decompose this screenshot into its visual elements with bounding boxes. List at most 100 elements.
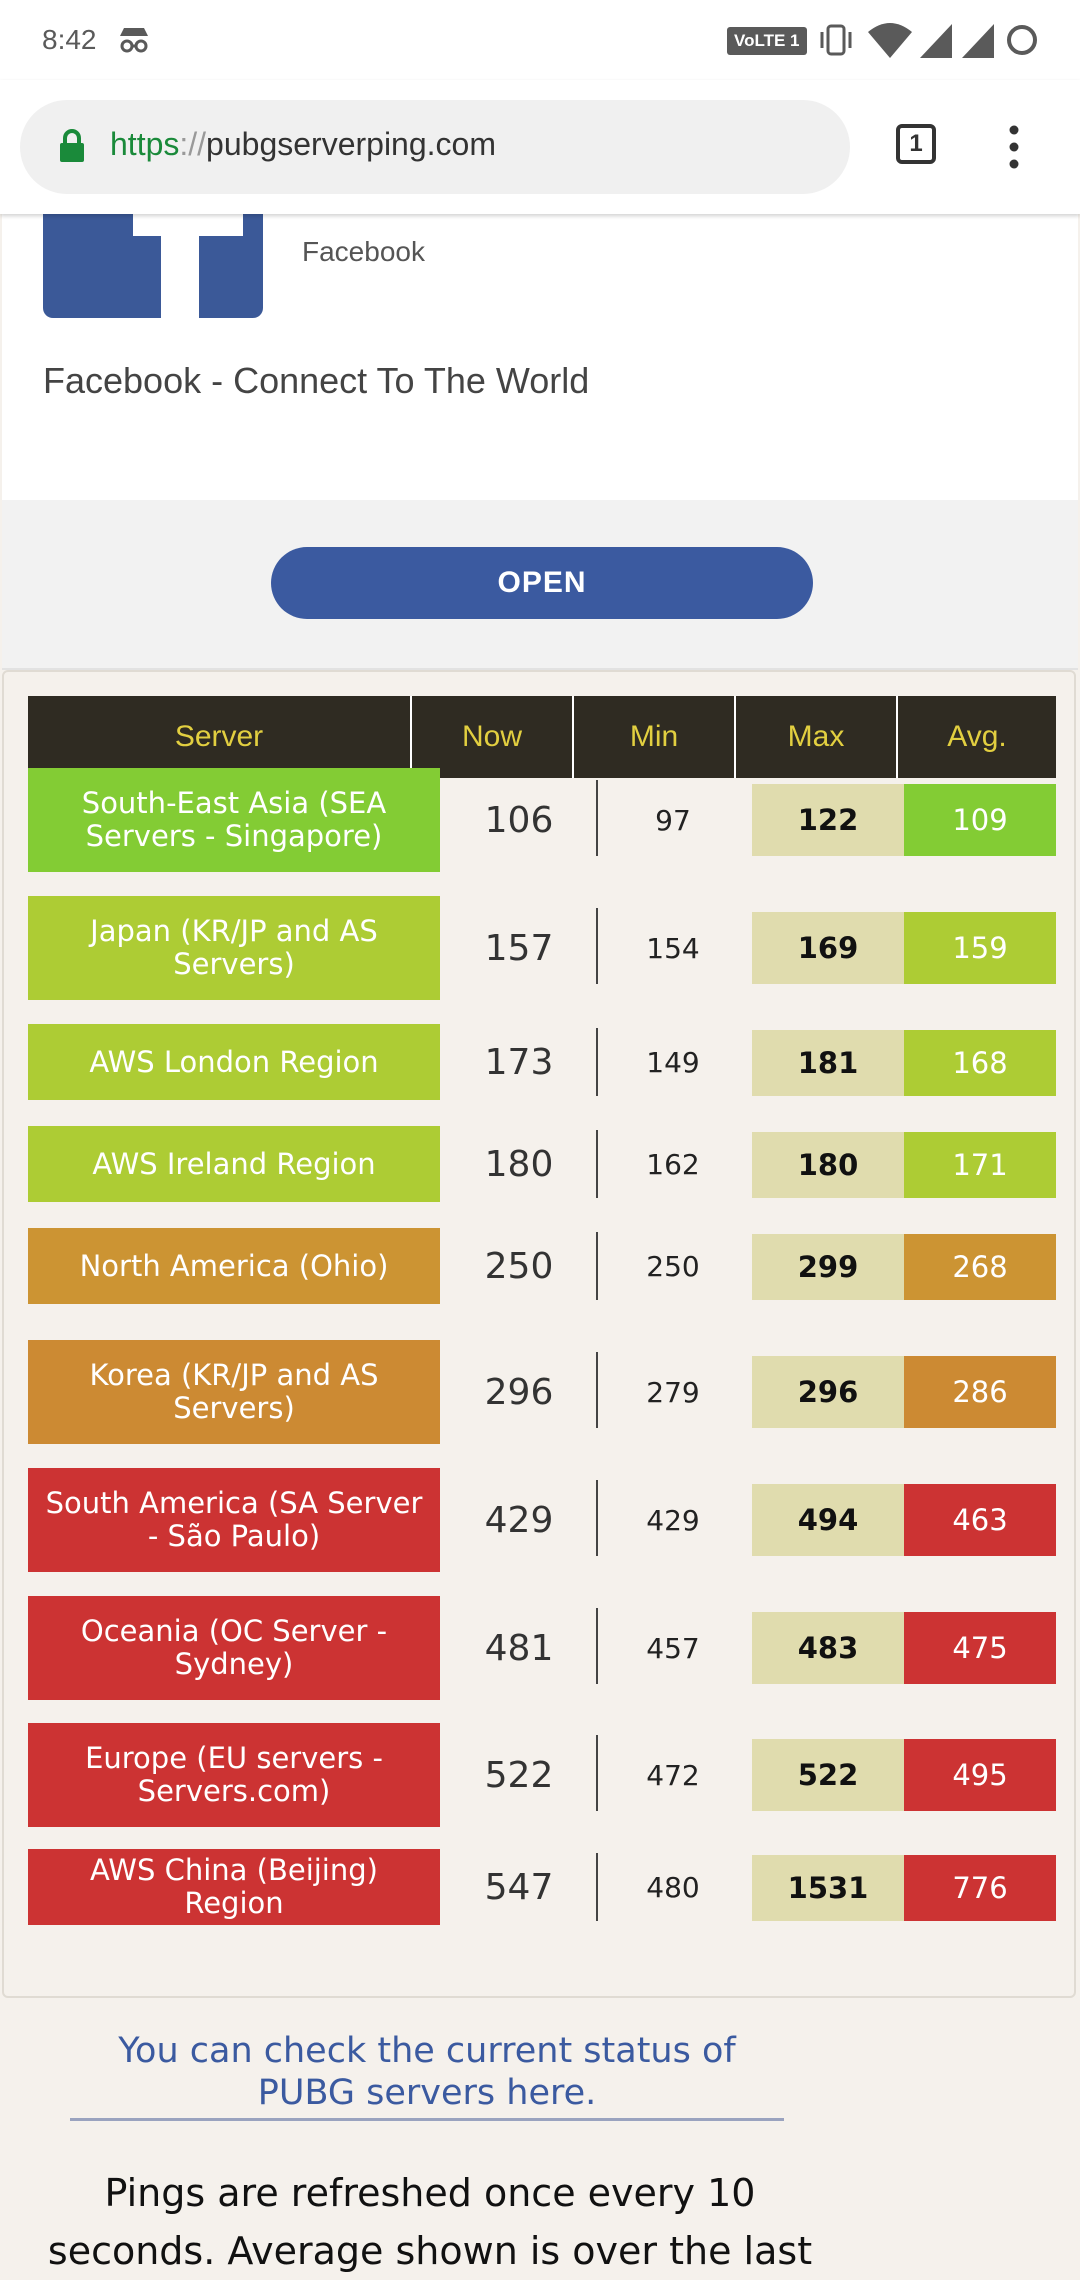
volte-badge: VoLTE 1 [727, 27, 807, 55]
ping-avg: 475 [904, 1612, 1056, 1684]
ad-headline: Facebook - Connect To The World [43, 360, 590, 401]
ping-min: 250 [646, 1249, 700, 1283]
url-host: pubgserverping.com [206, 126, 496, 162]
header-max: Max [736, 696, 898, 778]
ping-now: 157 [484, 927, 554, 969]
ping-max: 122 [752, 784, 904, 856]
server-name: Korea (KR/JP and AS Servers) [28, 1340, 440, 1444]
ping-now: 173 [484, 1041, 554, 1083]
column-divider [596, 1028, 598, 1096]
ping-max: 483 [752, 1612, 904, 1684]
open-button[interactable]: OPEN [271, 547, 813, 619]
ping-now: 180 [484, 1143, 554, 1185]
ping-min: 457 [646, 1631, 700, 1665]
ping-now: 106 [484, 799, 554, 841]
column-divider [596, 908, 598, 984]
incognito-icon [120, 28, 148, 53]
vibrate-icon [820, 24, 852, 56]
ad-brand: Facebook [302, 236, 425, 267]
ping-min: 149 [646, 1045, 700, 1079]
server-name: AWS London Region [28, 1024, 440, 1100]
table-row: South America (SA Server - São Paulo) 429… [28, 1468, 1056, 1572]
server-status-link[interactable]: You can check the current status of PUBG… [70, 2030, 784, 2121]
ping-avg: 286 [904, 1356, 1056, 1428]
refresh-note: Pings are refreshed once every 10 second… [47, 2171, 813, 2273]
wifi-icon [868, 23, 912, 58]
ping-min: 429 [646, 1503, 700, 1537]
server-name: North America (Ohio) [28, 1228, 440, 1304]
address-bar[interactable]: https://pubgserverping.com [20, 100, 850, 194]
ping-now: 429 [484, 1499, 554, 1541]
ad-card[interactable]: Facebook Facebook - Connect To The World [2, 204, 1078, 500]
ping-now: 547 [484, 1866, 554, 1908]
ping-avg: 268 [904, 1234, 1056, 1300]
ping-now: 481 [484, 1627, 554, 1669]
server-name: South America (SA Server - São Paulo) [28, 1468, 440, 1572]
ping-avg: 776 [904, 1855, 1056, 1921]
ping-max: 296 [752, 1356, 904, 1428]
column-divider [596, 780, 598, 856]
ping-max: 522 [752, 1739, 904, 1811]
lock-icon [60, 129, 84, 162]
server-name: AWS Ireland Region [28, 1126, 440, 1202]
column-divider [596, 1608, 598, 1684]
ping-table: Server Now Min Max Avg. South-East Asia … [2, 670, 1076, 1998]
header-server: Server [28, 696, 412, 778]
server-name: Japan (KR/JP and AS Servers) [28, 896, 440, 1000]
ping-max: 180 [752, 1132, 904, 1198]
ping-max: 181 [752, 1030, 904, 1096]
table-row: Korea (KR/JP and AS Servers) 296 279 296 286 [28, 1340, 1056, 1444]
server-name: AWS China (Beijing) Region [28, 1849, 440, 1925]
ping-min: 162 [646, 1147, 700, 1181]
table-row: AWS London Region 173 149 181 168 [28, 1024, 1056, 1100]
loading-ring-icon [1007, 25, 1037, 55]
signal-icon [962, 24, 994, 58]
server-name: South-East Asia (SEA Servers - Singapore… [28, 768, 440, 872]
status-bar: 8:42 VoLTE 1 [0, 0, 1080, 80]
url-scheme: https [110, 126, 180, 162]
table-row: Europe (EU servers - Servers.com) 522 472 5… [28, 1723, 1056, 1827]
ping-min: 472 [646, 1758, 700, 1792]
column-divider [596, 1480, 598, 1556]
ping-avg: 109 [904, 784, 1056, 856]
column-divider [596, 1130, 598, 1198]
ping-avg: 463 [904, 1484, 1056, 1556]
server-name: Oceania (OC Server - Sydney) [28, 1596, 440, 1700]
column-divider [596, 1853, 598, 1921]
ping-now: 296 [484, 1371, 554, 1413]
header-min: Min [574, 696, 736, 778]
ping-min: 279 [646, 1375, 700, 1409]
ping-max: 494 [752, 1484, 904, 1556]
ping-avg: 159 [904, 912, 1056, 984]
status-time: 8:42 [42, 24, 97, 55]
ping-max: 1531 [752, 1855, 904, 1921]
signal-icon [920, 24, 952, 58]
table-row: AWS China (Beijing) Region 547 480 1531 776 [28, 1849, 1056, 1925]
header-avg: Avg. [947, 720, 1007, 753]
tab-switcher-button[interactable]: 1 [896, 124, 936, 164]
column-divider [596, 1232, 598, 1300]
ping-now: 250 [484, 1245, 554, 1287]
column-divider [596, 1735, 598, 1811]
ping-avg: 171 [904, 1132, 1056, 1198]
table-header: Server Now Min Max Avg. [28, 696, 1056, 778]
url-text[interactable]: https://pubgserverping.com [110, 126, 496, 163]
table-row: South-East Asia (SEA Servers - Singapore… [28, 768, 1056, 872]
ad-cta-area: OPEN [2, 500, 1078, 670]
table-row: AWS Ireland Region 180 162 180 171 [28, 1126, 1056, 1202]
server-name: Europe (EU servers - Servers.com) [28, 1723, 440, 1827]
ping-min: 154 [646, 931, 700, 965]
ping-min: 97 [655, 803, 691, 837]
column-divider [596, 1352, 598, 1428]
table-row: Oceania (OC Server - Sydney) 481 457 483 475 [28, 1596, 1056, 1700]
ping-max: 169 [752, 912, 904, 984]
facebook-logo-icon [43, 204, 263, 318]
ping-avg: 495 [904, 1739, 1056, 1811]
ping-avg: 168 [904, 1030, 1056, 1096]
browser-toolbar: https://pubgserverping.com 1 [0, 80, 1080, 214]
header-now: Now [412, 696, 574, 778]
ping-min: 480 [646, 1870, 700, 1904]
table-row: North America (Ohio) 250 250 299 268 [28, 1228, 1056, 1304]
url-separator: :// [179, 126, 207, 162]
more-menu-icon[interactable] [1000, 122, 1028, 172]
